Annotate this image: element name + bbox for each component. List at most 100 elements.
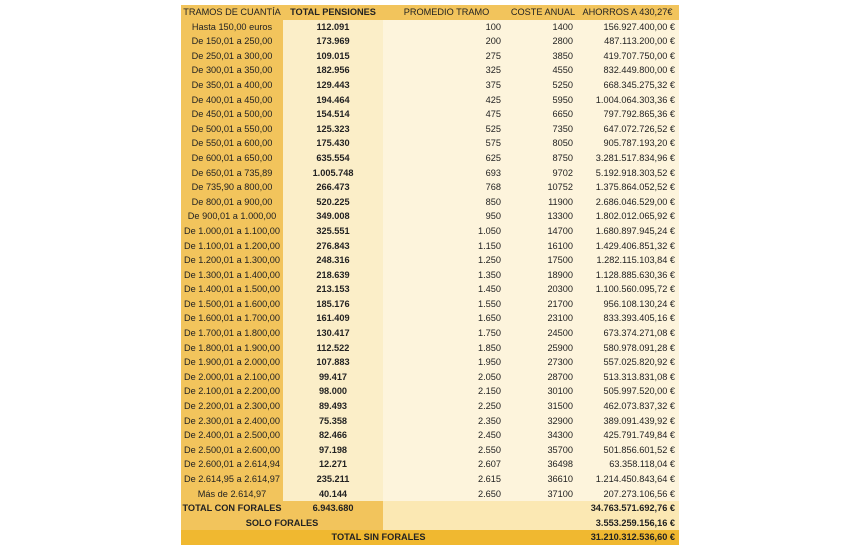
tramo-cell: De 1.400,01 a 1.500,00 xyxy=(181,282,283,297)
promedio-tramo-cell: 2.615 xyxy=(383,472,510,487)
total-pensiones-cell: 82.466 xyxy=(283,428,383,443)
total-con-forales-row: TOTAL CON FORALES 6.943.680 34.763.571.6… xyxy=(181,501,679,516)
promedio-tramo-cell: 1.550 xyxy=(383,296,510,312)
tramo-cell: De 1.200,01 a 1.300,00 xyxy=(181,253,283,268)
ahorros-cell: 63.358.118,04 € xyxy=(576,457,679,472)
header-row: TRAMOS DE CUANTÍA TOTAL PENSIONES PROMED… xyxy=(181,5,679,20)
total-pensiones-cell: 325.551 xyxy=(283,223,383,239)
promedio-tramo-cell: 575 xyxy=(383,136,510,151)
coste-anual-cell: 37100 xyxy=(510,486,576,502)
coste-anual-cell: 11900 xyxy=(510,194,576,210)
tramo-cell: De 1.700,01 a 1.800,00 xyxy=(181,326,283,341)
tramo-cell: De 2.300,01 a 2.400,00 xyxy=(181,413,283,429)
promedio-tramo-cell: 2.650 xyxy=(383,486,510,502)
promedio-tramo-cell: 1.850 xyxy=(383,340,510,356)
total-sin-forales-row: TOTAL SIN FORALES 31.210.312.536,60 € xyxy=(181,530,679,545)
tramo-cell: De 1.300,01 a 1.400,00 xyxy=(181,267,283,283)
promedio-tramo-cell: 768 xyxy=(383,180,510,195)
promedio-tramo-cell: 850 xyxy=(383,194,510,210)
coste-anual-cell: 13300 xyxy=(510,209,576,224)
solo-forales-ahorros: 3.553.259.156,16 € xyxy=(576,515,679,531)
table-row: De 350,01 a 400,00 129.443 375 5250 668.345.… xyxy=(181,77,679,93)
table-row: De 1.700,01 a 1.800,00 130.417 1.750 24500 6… xyxy=(181,326,679,341)
tramo-cell: De 1.600,01 a 1.700,00 xyxy=(181,311,283,327)
table-row: De 550,01 a 600,00 175.430 575 8050 905.787.… xyxy=(181,136,679,151)
ahorros-cell: 389.091.439,92 € xyxy=(576,413,679,429)
coste-anual-cell: 8750 xyxy=(510,150,576,166)
ahorros-cell: 905.787.193,20 € xyxy=(576,136,679,151)
promedio-tramo-cell: 200 xyxy=(383,34,510,49)
empty-cell xyxy=(383,501,510,516)
total-pensiones-cell: 112.522 xyxy=(283,340,383,356)
ahorros-cell: 513.313.831,08 € xyxy=(576,369,679,385)
total-pensiones-cell: 235.211 xyxy=(283,472,383,487)
header-tramos: TRAMOS DE CUANTÍA xyxy=(181,5,283,20)
data-table: TRAMOS DE CUANTÍA TOTAL PENSIONES PROMED… xyxy=(181,5,679,545)
tramo-cell: De 600,01 a 650,00 xyxy=(181,150,283,166)
table-body: Hasta 150,00 euros 112.091 100 1400 156.927.… xyxy=(181,19,679,502)
total-con-forales-pensiones: 6.943.680 xyxy=(283,501,383,516)
ahorros-cell: 462.073.837,32 € xyxy=(576,399,679,414)
total-pensiones-cell: 175.430 xyxy=(283,136,383,151)
ahorros-cell: 673.374.271,08 € xyxy=(576,326,679,341)
promedio-tramo-cell: 475 xyxy=(383,107,510,122)
total-pensiones-cell: 97.198 xyxy=(283,442,383,458)
coste-anual-cell: 36498 xyxy=(510,457,576,472)
coste-anual-cell: 23100 xyxy=(510,311,576,327)
total-pensiones-cell: 213.153 xyxy=(283,282,383,297)
ahorros-cell: 425.791.749,84 € xyxy=(576,428,679,443)
total-pensiones-cell: 266.473 xyxy=(283,180,383,195)
total-pensiones-cell: 125.323 xyxy=(283,121,383,137)
coste-anual-cell: 25900 xyxy=(510,340,576,356)
tramo-cell: De 550,01 a 600,00 xyxy=(181,136,283,151)
total-pensiones-cell: 130.417 xyxy=(283,326,383,341)
coste-anual-cell: 14700 xyxy=(510,223,576,239)
promedio-tramo-cell: 2.150 xyxy=(383,384,510,400)
tramo-cell: De 250,01 a 300,00 xyxy=(181,48,283,64)
promedio-tramo-cell: 525 xyxy=(383,121,510,137)
table-row: De 1.200,01 a 1.300,00 248.316 1.250 17500 1… xyxy=(181,253,679,268)
table-row: Hasta 150,00 euros 112.091 100 1400 156.927.… xyxy=(181,19,679,35)
ahorros-cell: 1.429.406.851,32 € xyxy=(576,238,679,254)
table-row: Más de 2.614,97 40.144 2.650 37100 207.273.1… xyxy=(181,486,679,502)
promedio-tramo-cell: 2.050 xyxy=(383,369,510,385)
table-row: De 2.200,01 a 2.300,00 89.493 2.250 31500 46… xyxy=(181,399,679,414)
coste-anual-cell: 7350 xyxy=(510,121,576,137)
total-pensiones-cell: 75.358 xyxy=(283,413,383,429)
coste-anual-cell: 17500 xyxy=(510,253,576,268)
coste-anual-cell: 10752 xyxy=(510,180,576,195)
ahorros-cell: 419.707.750,00 € xyxy=(576,48,679,64)
ahorros-cell: 1.214.450.843,64 € xyxy=(576,472,679,487)
total-pensiones-cell: 185.176 xyxy=(283,296,383,312)
table-row: De 2.400,01 a 2.500,00 82.466 2.450 34300 42… xyxy=(181,428,679,443)
total-pensiones-cell: 107.883 xyxy=(283,355,383,370)
coste-anual-cell: 16100 xyxy=(510,238,576,254)
promedio-tramo-cell: 2.550 xyxy=(383,442,510,458)
total-pensiones-cell: 248.316 xyxy=(283,253,383,268)
table-row: De 2.000,01 a 2.100,00 99.417 2.050 28700 51… xyxy=(181,369,679,385)
ahorros-cell: 580.978.091,28 € xyxy=(576,340,679,356)
total-pensiones-cell: 98.000 xyxy=(283,384,383,400)
ahorros-cell: 5.192.918.303,52 € xyxy=(576,165,679,181)
header-coste-anual: COSTE ANUAL xyxy=(510,5,576,20)
ahorros-cell: 156.927.400,00 € xyxy=(576,19,679,35)
tramo-cell: De 350,01 a 400,00 xyxy=(181,77,283,93)
coste-anual-cell: 20300 xyxy=(510,282,576,297)
solo-forales-label: SOLO FORALES xyxy=(181,515,383,531)
coste-anual-cell: 5950 xyxy=(510,92,576,108)
total-pensiones-cell: 109.015 xyxy=(283,48,383,64)
total-pensiones-cell: 349.008 xyxy=(283,209,383,224)
coste-anual-cell: 8050 xyxy=(510,136,576,151)
tramo-cell: De 300,01 a 350,00 xyxy=(181,63,283,78)
header-total-pensiones: TOTAL PENSIONES xyxy=(283,5,383,20)
table-row: De 1.500,01 a 1.600,00 185.176 1.550 21700 9… xyxy=(181,296,679,312)
empty-cell xyxy=(510,515,576,531)
total-sin-forales-ahorros: 31.210.312.536,60 € xyxy=(576,530,679,545)
ahorros-cell: 2.686.046.529,00 € xyxy=(576,194,679,210)
ahorros-cell: 1.680.897.945,24 € xyxy=(576,223,679,239)
promedio-tramo-cell: 1.350 xyxy=(383,267,510,283)
promedio-tramo-cell: 950 xyxy=(383,209,510,224)
total-pensiones-cell: 182.956 xyxy=(283,63,383,78)
table-row: De 500,01 a 550,00 125.323 525 7350 647.072.… xyxy=(181,121,679,137)
table-row: De 250,01 a 300,00 109.015 275 3850 419.707.… xyxy=(181,48,679,64)
